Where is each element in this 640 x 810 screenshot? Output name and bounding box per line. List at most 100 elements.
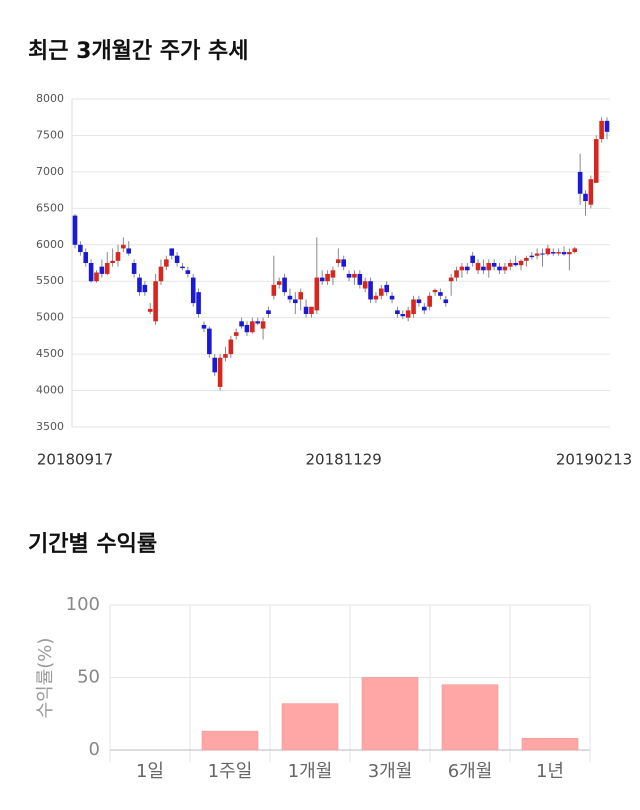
candle-body xyxy=(207,328,212,355)
candle-body xyxy=(212,357,218,373)
candle-body xyxy=(384,284,389,293)
x-tick-label: 1년 xyxy=(536,761,564,782)
candle-body xyxy=(561,252,567,255)
candle-body xyxy=(507,263,513,267)
chart-title: 기간별 수익률 xyxy=(28,532,157,557)
candle-body xyxy=(567,252,572,255)
bar xyxy=(441,684,499,751)
candle-body xyxy=(427,295,432,307)
candle-body xyxy=(164,259,169,267)
candle-body xyxy=(588,179,594,205)
candle-body xyxy=(314,277,320,311)
candle-body xyxy=(352,273,357,278)
bar xyxy=(201,730,259,751)
y-tick-label: 50 xyxy=(77,667,100,688)
candle-body xyxy=(169,248,175,256)
candle-body xyxy=(153,281,158,322)
candle-body xyxy=(244,324,250,333)
candle-body xyxy=(362,281,368,289)
candle-body xyxy=(287,295,293,300)
candle-body xyxy=(502,266,508,271)
candle-body xyxy=(78,244,83,253)
candle-body xyxy=(94,272,99,282)
candle-body xyxy=(255,321,261,324)
candle-body xyxy=(529,255,535,258)
candle-body xyxy=(491,263,497,267)
candle-body xyxy=(556,252,561,254)
candle-body xyxy=(513,263,518,266)
y-tick-label: 5000 xyxy=(36,311,64,324)
candle-body xyxy=(158,266,164,282)
y-tick-label: 7000 xyxy=(36,165,64,178)
candle-body xyxy=(577,171,583,194)
candle-body xyxy=(137,277,142,293)
chart-title: 최근 3개월간 주가 추세 xyxy=(28,39,248,64)
candle-body xyxy=(524,257,529,261)
y-tick-label: 6500 xyxy=(36,201,64,214)
candle-body xyxy=(104,263,110,274)
candle-body xyxy=(325,273,330,282)
y-tick-label: 8000 xyxy=(36,92,64,105)
candle-body xyxy=(400,314,406,317)
candle-body xyxy=(303,306,309,315)
candle-body xyxy=(550,252,556,254)
bar xyxy=(521,738,579,751)
candle-body xyxy=(486,263,492,271)
candle-body xyxy=(481,266,486,271)
candle-body xyxy=(411,299,416,315)
candle-body xyxy=(432,289,438,293)
candle-body xyxy=(443,299,449,304)
candle-body xyxy=(282,277,287,293)
y-tick-label: 3500 xyxy=(36,420,64,433)
candle-body xyxy=(593,139,599,183)
candle-body xyxy=(341,259,346,267)
y-axis-label: 수익률(%) xyxy=(35,638,56,719)
x-tick-label: 20181129 xyxy=(306,451,382,469)
candle-body xyxy=(572,248,578,253)
candle-body xyxy=(309,306,314,315)
candle-body xyxy=(421,306,427,311)
candle-body xyxy=(518,260,524,266)
y-tick-label: 4500 xyxy=(36,347,64,360)
x-tick-label: 3개월 xyxy=(368,761,413,782)
candle-body xyxy=(276,281,282,285)
candle-body xyxy=(260,321,266,329)
candle-body xyxy=(599,120,604,140)
x-tick-label: 6개월 xyxy=(448,761,493,782)
candle-body xyxy=(201,324,207,329)
bar xyxy=(361,677,419,751)
candle-body xyxy=(497,266,502,271)
candle-body xyxy=(298,292,303,300)
y-tick-label: 5500 xyxy=(36,274,64,287)
candle-body xyxy=(545,248,551,255)
candle-body xyxy=(190,277,196,304)
candle-body xyxy=(293,299,298,304)
candle-body xyxy=(464,266,470,271)
candle-body xyxy=(416,299,422,304)
y-tick-label: 6000 xyxy=(36,238,64,251)
x-tick-label: 1주일 xyxy=(208,761,253,782)
candle-body xyxy=(336,259,341,263)
candle-body xyxy=(228,339,234,355)
candle-body xyxy=(250,321,255,333)
candle-body xyxy=(223,354,228,358)
candle-body xyxy=(174,255,180,263)
candle-body xyxy=(405,310,411,318)
candle-body xyxy=(147,308,153,312)
candle-body xyxy=(368,281,373,300)
candle-body xyxy=(379,288,384,296)
y-tick-label: 4000 xyxy=(36,384,64,397)
candle-body xyxy=(470,255,475,263)
candle-body xyxy=(373,295,379,300)
candle-body xyxy=(357,273,363,285)
candle-body xyxy=(438,292,443,296)
candle-body xyxy=(99,266,105,274)
x-tick-label: 20180917 xyxy=(37,451,113,469)
candle-body xyxy=(88,263,94,282)
bar xyxy=(281,703,339,751)
candle-body xyxy=(83,252,89,263)
candle-body xyxy=(395,310,400,315)
candle-body xyxy=(583,193,588,202)
candle-body xyxy=(448,277,454,282)
